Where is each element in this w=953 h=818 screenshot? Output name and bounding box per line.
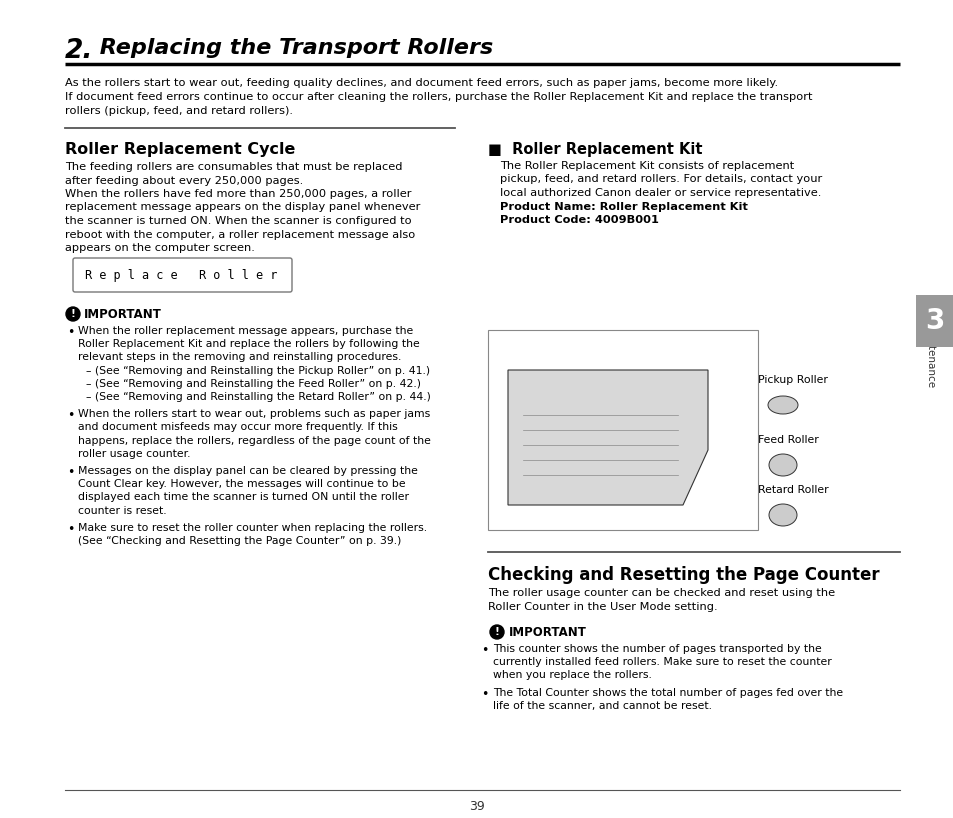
- Text: IMPORTANT: IMPORTANT: [509, 626, 586, 639]
- Text: When the rollers start to wear out, problems such as paper jams: When the rollers start to wear out, prob…: [78, 409, 430, 419]
- Text: The feeding rollers are consumables that must be replaced: The feeding rollers are consumables that…: [65, 162, 402, 172]
- Text: The Roller Replacement Kit consists of replacement: The Roller Replacement Kit consists of r…: [499, 161, 794, 171]
- Text: 3: 3: [924, 307, 943, 335]
- Text: When the roller replacement message appears, purchase the: When the roller replacement message appe…: [78, 326, 413, 336]
- Text: Product Code: 4009B001: Product Code: 4009B001: [499, 215, 659, 225]
- Text: •: •: [67, 326, 74, 339]
- Text: When the rollers have fed more than 250,000 pages, a roller: When the rollers have fed more than 250,…: [65, 189, 411, 199]
- Polygon shape: [507, 370, 707, 505]
- Ellipse shape: [768, 454, 796, 476]
- Text: displayed each time the scanner is turned ON until the roller: displayed each time the scanner is turne…: [78, 492, 409, 502]
- Text: As the rollers start to wear out, feeding quality declines, and document feed er: As the rollers start to wear out, feedin…: [65, 78, 778, 88]
- Ellipse shape: [768, 504, 796, 526]
- Text: after feeding about every 250,000 pages.: after feeding about every 250,000 pages.: [65, 176, 303, 186]
- Text: Maintenance: Maintenance: [924, 321, 934, 389]
- Text: •: •: [480, 644, 488, 657]
- Text: (See “Checking and Resetting the Page Counter” on p. 39.): (See “Checking and Resetting the Page Co…: [78, 536, 401, 546]
- Text: ■  Roller Replacement Kit: ■ Roller Replacement Kit: [488, 142, 701, 157]
- Text: happens, replace the rollers, regardless of the page count of the: happens, replace the rollers, regardless…: [78, 436, 431, 446]
- Text: and document misfeeds may occur more frequently. If this: and document misfeeds may occur more fre…: [78, 422, 397, 433]
- Text: IMPORTANT: IMPORTANT: [84, 308, 162, 321]
- Text: – (See “Removing and Reinstalling the Pickup Roller” on p. 41.): – (See “Removing and Reinstalling the Pi…: [86, 366, 430, 375]
- Text: appears on the computer screen.: appears on the computer screen.: [65, 243, 254, 253]
- Text: Pickup Roller: Pickup Roller: [758, 375, 827, 385]
- Text: Product Name: Roller Replacement Kit: Product Name: Roller Replacement Kit: [499, 201, 747, 212]
- Text: The roller usage counter can be checked and reset using the: The roller usage counter can be checked …: [488, 588, 834, 598]
- Text: This counter shows the number of pages transported by the: This counter shows the number of pages t…: [493, 644, 821, 654]
- Circle shape: [66, 307, 80, 321]
- Text: •: •: [67, 523, 74, 536]
- Ellipse shape: [767, 396, 797, 414]
- Text: Make sure to reset the roller counter when replacing the rollers.: Make sure to reset the roller counter wh…: [78, 523, 427, 533]
- Bar: [915, 295, 953, 347]
- Text: local authorized Canon dealer or service representative.: local authorized Canon dealer or service…: [499, 188, 821, 198]
- Text: Feed Roller: Feed Roller: [758, 435, 818, 445]
- Text: Roller Counter in the User Mode setting.: Roller Counter in the User Mode setting.: [488, 602, 717, 612]
- Text: Checking and Resetting the Page Counter: Checking and Resetting the Page Counter: [488, 566, 879, 584]
- Text: relevant steps in the removing and reinstalling procedures.: relevant steps in the removing and reins…: [78, 353, 401, 362]
- Text: the scanner is turned ON. When the scanner is configured to: the scanner is turned ON. When the scann…: [65, 216, 411, 226]
- Text: when you replace the rollers.: when you replace the rollers.: [493, 671, 651, 681]
- Text: 2.: 2.: [65, 38, 93, 64]
- Text: •: •: [480, 688, 488, 700]
- Text: – (See “Removing and Reinstalling the Retard Roller” on p. 44.): – (See “Removing and Reinstalling the Re…: [86, 392, 431, 402]
- Text: Messages on the display panel can be cleared by pressing the: Messages on the display panel can be cle…: [78, 466, 417, 476]
- Text: currently installed feed rollers. Make sure to reset the counter: currently installed feed rollers. Make s…: [493, 657, 831, 667]
- Text: pickup, feed, and retard rollers. For details, contact your: pickup, feed, and retard rollers. For de…: [499, 174, 821, 185]
- Text: R e p l a c e   R o l l e r: R e p l a c e R o l l e r: [85, 268, 277, 281]
- FancyBboxPatch shape: [73, 258, 292, 292]
- Circle shape: [490, 625, 503, 639]
- Text: The Total Counter shows the total number of pages fed over the: The Total Counter shows the total number…: [493, 688, 842, 698]
- Text: Roller Replacement Kit and replace the rollers by following the: Roller Replacement Kit and replace the r…: [78, 339, 419, 349]
- Text: Roller Replacement Cycle: Roller Replacement Cycle: [65, 142, 295, 157]
- Text: If document feed errors continue to occur after cleaning the rollers, purchase t: If document feed errors continue to occu…: [65, 92, 812, 102]
- Bar: [488, 330, 758, 530]
- Text: replacement message appears on the display panel whenever: replacement message appears on the displ…: [65, 203, 420, 213]
- Text: roller usage counter.: roller usage counter.: [78, 449, 191, 459]
- Text: reboot with the computer, a roller replacement message also: reboot with the computer, a roller repla…: [65, 230, 415, 240]
- Text: rollers (pickup, feed, and retard rollers).: rollers (pickup, feed, and retard roller…: [65, 106, 293, 116]
- Text: !: !: [71, 309, 75, 319]
- Text: !: !: [494, 627, 499, 637]
- Text: Replacing the Transport Rollers: Replacing the Transport Rollers: [91, 38, 493, 58]
- Text: Count Clear key. However, the messages will continue to be: Count Clear key. However, the messages w…: [78, 479, 405, 489]
- Text: •: •: [67, 409, 74, 422]
- Text: 39: 39: [469, 800, 484, 813]
- Text: life of the scanner, and cannot be reset.: life of the scanner, and cannot be reset…: [493, 701, 711, 711]
- Text: Retard Roller: Retard Roller: [758, 485, 828, 495]
- Text: •: •: [67, 466, 74, 479]
- Text: counter is reset.: counter is reset.: [78, 506, 167, 515]
- Text: – (See “Removing and Reinstalling the Feed Roller” on p. 42.): – (See “Removing and Reinstalling the Fe…: [86, 379, 420, 389]
